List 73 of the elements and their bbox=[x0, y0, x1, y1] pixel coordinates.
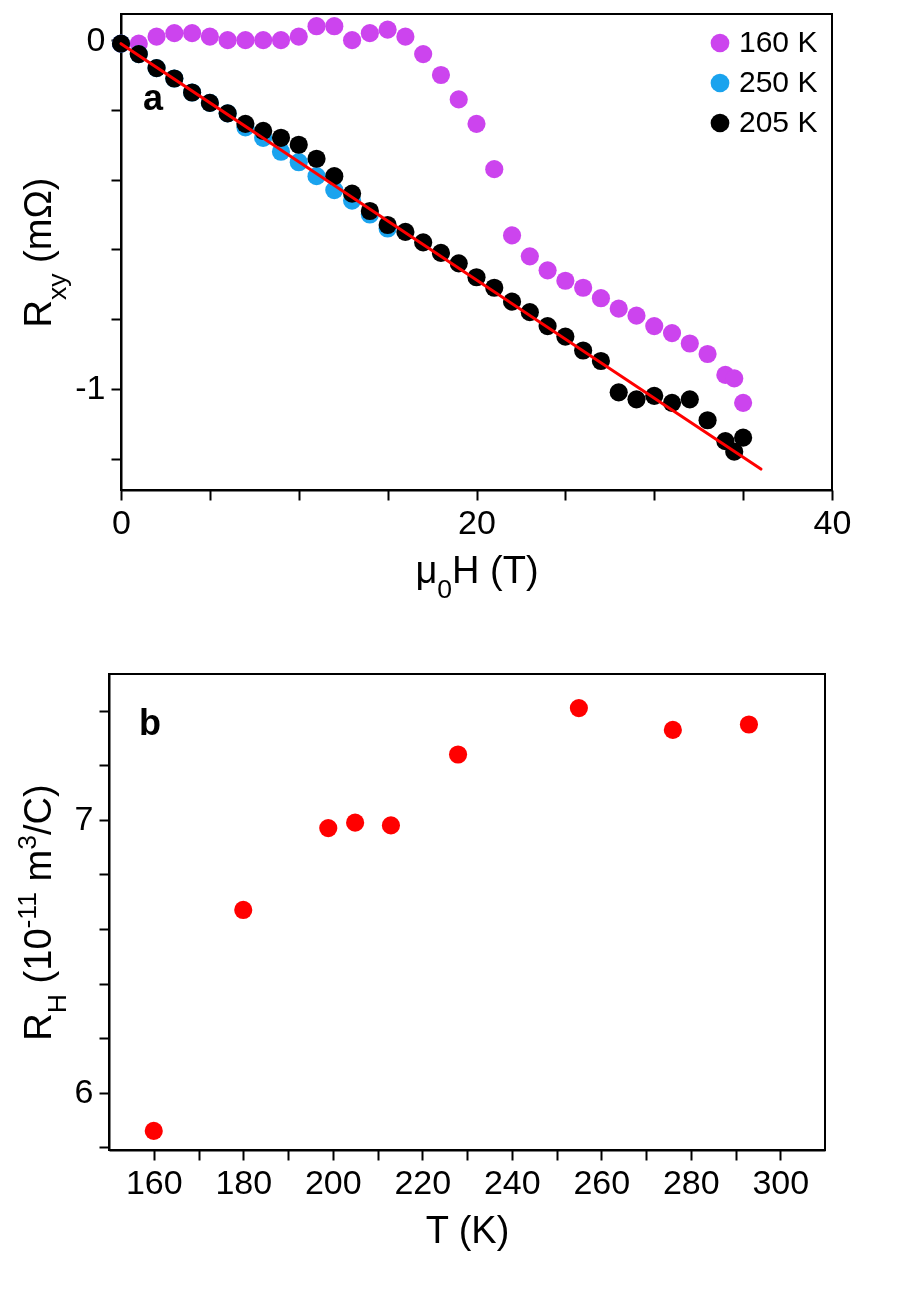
point bbox=[485, 160, 504, 179]
point bbox=[289, 27, 308, 46]
point bbox=[449, 90, 468, 109]
x-tick-label: 240 bbox=[483, 1162, 541, 1201]
point bbox=[520, 247, 539, 266]
point bbox=[645, 317, 664, 336]
point bbox=[574, 278, 593, 297]
point bbox=[627, 306, 646, 325]
point bbox=[734, 393, 753, 412]
point bbox=[381, 816, 401, 835]
point bbox=[307, 17, 326, 36]
point bbox=[591, 289, 611, 308]
point bbox=[396, 27, 415, 46]
x-tick-label: 220 bbox=[394, 1162, 452, 1201]
y-tick-label: 0 bbox=[86, 19, 106, 58]
point bbox=[307, 149, 326, 168]
point bbox=[662, 324, 682, 343]
x-tick-label: 20 bbox=[458, 502, 496, 541]
point bbox=[448, 745, 468, 764]
point bbox=[360, 24, 379, 43]
point bbox=[218, 31, 237, 50]
y-tick-label: 7 bbox=[74, 799, 94, 838]
x-axis-title: T (K) bbox=[425, 1208, 510, 1251]
x-tick-label: 40 bbox=[813, 502, 852, 541]
point bbox=[431, 65, 451, 85]
point bbox=[467, 114, 486, 133]
point bbox=[556, 271, 575, 290]
point bbox=[680, 390, 699, 409]
point bbox=[739, 715, 759, 734]
x-tick-label: 260 bbox=[573, 1162, 631, 1201]
annotation: a bbox=[143, 77, 164, 118]
point bbox=[680, 334, 699, 353]
x-tick-label: 300 bbox=[752, 1162, 810, 1201]
y-tick-label: -1 bbox=[75, 368, 106, 407]
point bbox=[319, 819, 338, 838]
point bbox=[725, 369, 744, 388]
point bbox=[734, 428, 753, 447]
point bbox=[342, 31, 362, 50]
point bbox=[346, 813, 365, 832]
legend-label: 205 K bbox=[739, 105, 818, 138]
point bbox=[502, 226, 522, 245]
x-tick-label: 280 bbox=[662, 1162, 720, 1201]
point bbox=[609, 383, 628, 402]
point bbox=[698, 411, 717, 430]
point bbox=[165, 24, 184, 43]
annotation: b bbox=[139, 702, 161, 743]
point bbox=[569, 699, 588, 718]
point bbox=[663, 720, 682, 739]
point bbox=[144, 1121, 163, 1140]
point bbox=[325, 17, 344, 36]
x-tick-label: 180 bbox=[215, 1162, 273, 1201]
point bbox=[183, 24, 202, 43]
point bbox=[234, 900, 253, 920]
point bbox=[271, 128, 291, 147]
point bbox=[254, 31, 273, 50]
legend-label: 160 K bbox=[739, 25, 818, 58]
x-tick-label: 0 bbox=[112, 502, 131, 541]
point bbox=[414, 45, 433, 64]
point bbox=[538, 261, 557, 280]
point bbox=[271, 31, 291, 50]
x-tick-label: 160 bbox=[125, 1162, 183, 1201]
point bbox=[378, 20, 397, 39]
x-tick-label: 200 bbox=[304, 1162, 362, 1201]
y-tick-label: 6 bbox=[74, 1072, 94, 1111]
point bbox=[609, 299, 628, 318]
legend-label: 250 K bbox=[739, 65, 818, 98]
point bbox=[236, 31, 255, 50]
point bbox=[289, 135, 308, 154]
point bbox=[200, 27, 219, 46]
x-axis-title: μ$_{0}$H (T) bbox=[415, 548, 539, 604]
point bbox=[147, 27, 166, 46]
point bbox=[698, 344, 717, 364]
point bbox=[627, 390, 646, 409]
